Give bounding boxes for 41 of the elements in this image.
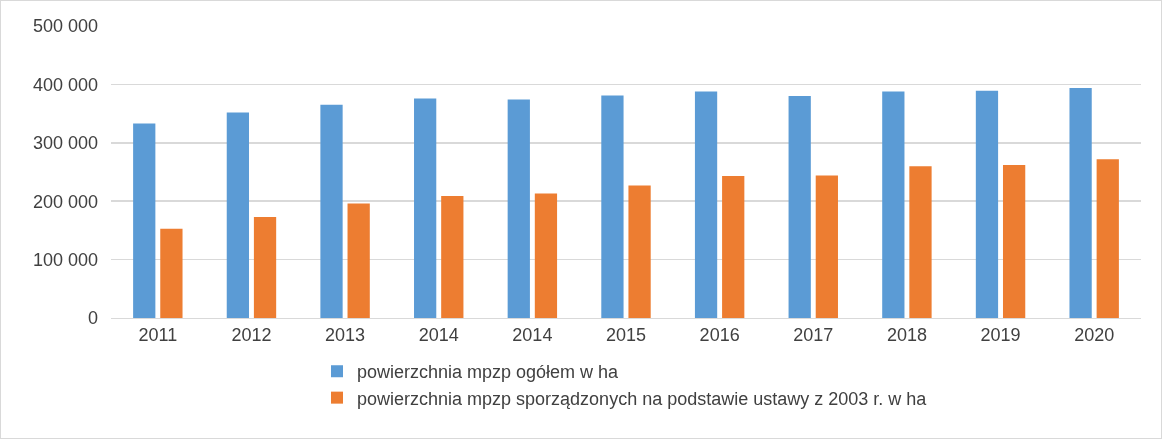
x-tick-label: 2014 bbox=[512, 324, 553, 345]
x-tick-label: 2019 bbox=[980, 324, 1021, 345]
bar bbox=[160, 228, 183, 318]
bar bbox=[320, 104, 343, 318]
bar bbox=[347, 203, 370, 318]
x-tick-label: 2011 bbox=[138, 324, 178, 345]
y-tick-label: 500 000 bbox=[32, 16, 98, 37]
bar bbox=[441, 195, 464, 318]
legend-label: powierzchnia mpzp ogółem w ha bbox=[357, 362, 620, 383]
bar bbox=[815, 175, 838, 318]
bar bbox=[253, 216, 277, 318]
bar bbox=[694, 91, 718, 318]
legend-label: powierzchnia mpzp sporządzonych na podstawie ustawy z 2003 r. w ha bbox=[357, 388, 928, 409]
bar bbox=[909, 166, 932, 318]
y-tick-label: 200 000 bbox=[32, 191, 98, 212]
bar bbox=[133, 123, 156, 318]
bar bbox=[628, 185, 651, 318]
bar bbox=[1096, 159, 1119, 318]
bar bbox=[722, 176, 745, 318]
x-tick-label: 2012 bbox=[231, 324, 272, 345]
y-tick-label: 300 000 bbox=[32, 133, 98, 154]
bar bbox=[1069, 87, 1092, 318]
bar bbox=[1002, 164, 1026, 318]
bar bbox=[534, 193, 558, 318]
bar bbox=[882, 91, 905, 318]
x-tick-label: 2015 bbox=[605, 324, 647, 345]
x-tick-label: 2020 bbox=[1074, 324, 1115, 345]
bar bbox=[414, 98, 437, 318]
bar bbox=[788, 96, 811, 318]
y-tick-label: 0 bbox=[87, 308, 98, 329]
bar bbox=[507, 99, 530, 318]
bar bbox=[601, 95, 624, 318]
bar bbox=[975, 90, 999, 318]
x-tick-label: 2016 bbox=[699, 324, 740, 345]
bar bbox=[226, 112, 250, 318]
x-tick-label: 2018 bbox=[886, 324, 927, 345]
y-tick-label: 400 000 bbox=[32, 74, 98, 95]
x-tick-label: 2013 bbox=[325, 324, 366, 345]
y-tick-label: 100 000 bbox=[32, 249, 98, 270]
x-tick-label: 2017 bbox=[793, 324, 834, 345]
x-tick-label: 2014 bbox=[418, 324, 459, 345]
